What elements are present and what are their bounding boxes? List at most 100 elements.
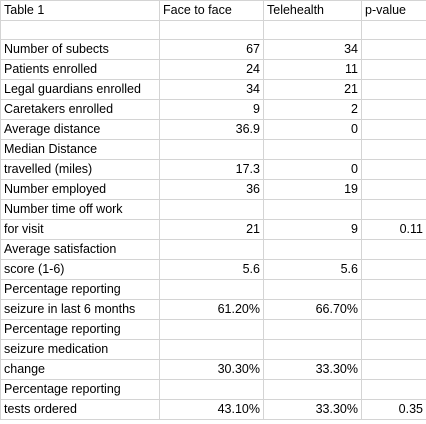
table-row: Number of subects 67 34 — [0, 39, 426, 60]
cell-p-value[interactable] — [361, 59, 426, 80]
cell-p-value[interactable] — [361, 39, 426, 60]
cell-face-to-face[interactable]: 17.3 — [159, 159, 264, 180]
cell-label[interactable]: Percentage reporting — [0, 279, 160, 300]
cell-face-to-face[interactable]: 34 — [159, 79, 264, 100]
cell-telehealth[interactable]: 34 — [263, 39, 362, 60]
table-row: Caretakers enrolled 9 2 — [0, 99, 426, 120]
cell-face-to-face[interactable]: 36 — [159, 179, 264, 200]
cell-telehealth[interactable]: 11 — [263, 59, 362, 80]
table-row: seizure medication — [0, 339, 426, 360]
cell-face-to-face[interactable] — [159, 199, 264, 220]
cell-telehealth[interactable] — [263, 20, 362, 40]
cell-label[interactable]: seizure medication — [0, 339, 160, 360]
cell-face-to-face[interactable] — [159, 379, 264, 400]
cell-p-value[interactable] — [361, 259, 426, 280]
cell-face-to-face[interactable]: 24 — [159, 59, 264, 80]
cell-telehealth[interactable]: 9 — [263, 219, 362, 240]
cell-header-telehealth[interactable]: Telehealth — [263, 0, 362, 21]
cell-telehealth[interactable] — [263, 379, 362, 400]
cell-telehealth[interactable] — [263, 239, 362, 260]
cell-telehealth[interactable]: 33.30% — [263, 399, 362, 420]
cell-p-value[interactable] — [361, 299, 426, 320]
cell-face-to-face[interactable]: 36.9 — [159, 119, 264, 140]
cell-telehealth[interactable]: 33.30% — [263, 359, 362, 380]
cell-label[interactable]: Percentage reporting — [0, 379, 160, 400]
cell-p-value[interactable] — [361, 319, 426, 340]
cell-p-value[interactable] — [361, 179, 426, 200]
cell-p-value[interactable]: 0.11 — [361, 219, 426, 240]
cell-face-to-face[interactable]: 67 — [159, 39, 264, 60]
cell-telehealth[interactable]: 2 — [263, 99, 362, 120]
cell-label[interactable]: score (1-6) — [0, 259, 160, 280]
cell-label[interactable]: seizure in last 6 months — [0, 299, 160, 320]
cell-p-value[interactable] — [361, 379, 426, 400]
cell-p-value[interactable] — [361, 20, 426, 40]
cell-face-to-face[interactable] — [159, 279, 264, 300]
cell-p-value[interactable] — [361, 339, 426, 360]
cell-label[interactable] — [0, 20, 160, 40]
table-row: Legal guardians enrolled 34 21 — [0, 79, 426, 100]
cell-telehealth[interactable] — [263, 339, 362, 360]
cell-label[interactable]: Legal guardians enrolled — [0, 79, 160, 100]
cell-table-name[interactable]: Table 1 — [0, 0, 160, 21]
cell-label[interactable]: Percentage reporting — [0, 319, 160, 340]
table-row: tests ordered 43.10% 33.30% 0.35 — [0, 399, 426, 420]
table-row: Number employed 36 19 — [0, 179, 426, 200]
cell-p-value[interactable]: 0.35 — [361, 399, 426, 420]
cell-label[interactable]: Median Distance — [0, 139, 160, 160]
cell-p-value[interactable] — [361, 199, 426, 220]
cell-face-to-face[interactable] — [159, 239, 264, 260]
cell-telehealth[interactable] — [263, 139, 362, 160]
cell-p-value[interactable] — [361, 279, 426, 300]
cell-label[interactable]: tests ordered — [0, 399, 160, 420]
cell-telehealth[interactable]: 19 — [263, 179, 362, 200]
cell-p-value[interactable] — [361, 99, 426, 120]
header-row: Table 1 Face to face Telehealth p-value — [0, 0, 426, 21]
cell-p-value[interactable] — [361, 159, 426, 180]
cell-telehealth[interactable]: 66.70% — [263, 299, 362, 320]
table-row: Number time off work — [0, 199, 426, 220]
cell-face-to-face[interactable]: 61.20% — [159, 299, 264, 320]
cell-label[interactable]: Caretakers enrolled — [0, 99, 160, 120]
cell-face-to-face[interactable] — [159, 139, 264, 160]
cell-label[interactable]: Average satisfaction — [0, 239, 160, 260]
cell-face-to-face[interactable]: 21 — [159, 219, 264, 240]
cell-label[interactable]: for visit — [0, 219, 160, 240]
cell-face-to-face[interactable]: 5.6 — [159, 259, 264, 280]
cell-label[interactable]: Number employed — [0, 179, 160, 200]
table-row: Percentage reporting — [0, 279, 426, 300]
cell-face-to-face[interactable] — [159, 20, 264, 40]
cell-face-to-face[interactable]: 30.30% — [159, 359, 264, 380]
cell-telehealth[interactable] — [263, 279, 362, 300]
cell-p-value[interactable] — [361, 239, 426, 260]
table-row: for visit 21 9 0.11 — [0, 219, 426, 240]
cell-label[interactable]: Patients enrolled — [0, 59, 160, 80]
cell-p-value[interactable] — [361, 119, 426, 140]
cell-face-to-face[interactable]: 43.10% — [159, 399, 264, 420]
cell-label[interactable]: Number of subects — [0, 39, 160, 60]
cell-label[interactable]: Number time off work — [0, 199, 160, 220]
cell-face-to-face[interactable]: 9 — [159, 99, 264, 120]
cell-label[interactable]: Average distance — [0, 119, 160, 140]
cell-label[interactable]: change — [0, 359, 160, 380]
cell-p-value[interactable] — [361, 79, 426, 100]
cell-telehealth[interactable] — [263, 199, 362, 220]
cell-header-face-to-face[interactable]: Face to face — [159, 0, 264, 21]
table-row: Median Distance — [0, 139, 426, 160]
table-row: Average satisfaction — [0, 239, 426, 260]
cell-p-value[interactable] — [361, 359, 426, 380]
cell-face-to-face[interactable] — [159, 339, 264, 360]
cell-telehealth[interactable]: 0 — [263, 119, 362, 140]
cell-p-value[interactable] — [361, 139, 426, 160]
cell-label[interactable]: travelled (miles) — [0, 159, 160, 180]
cell-telehealth[interactable]: 5.6 — [263, 259, 362, 280]
cell-face-to-face[interactable] — [159, 319, 264, 340]
cell-telehealth[interactable]: 21 — [263, 79, 362, 100]
table-row — [0, 20, 426, 40]
cell-telehealth[interactable] — [263, 319, 362, 340]
cell-header-p-value[interactable]: p-value — [361, 0, 426, 21]
table-row: Percentage reporting — [0, 379, 426, 400]
cell-telehealth[interactable]: 0 — [263, 159, 362, 180]
table-row: change 30.30% 33.30% — [0, 359, 426, 380]
